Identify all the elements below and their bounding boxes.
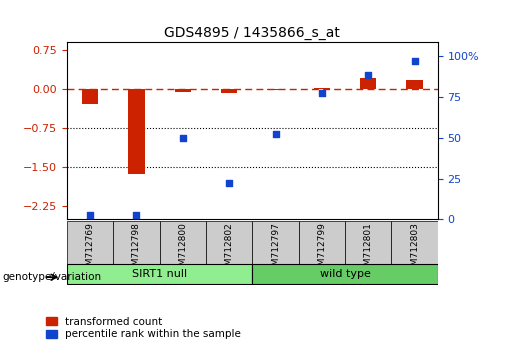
Text: genotype/variation: genotype/variation	[3, 272, 101, 282]
Bar	[175, 89, 191, 92]
Bar	[128, 89, 145, 174]
Bar	[406, 80, 423, 89]
Bar	[206, 221, 252, 264]
Bar	[113, 221, 160, 264]
Point	[410, 58, 419, 63]
Bar	[82, 89, 98, 104]
Bar	[391, 221, 438, 264]
Legend: transformed count, percentile rank within the sample: transformed count, percentile rank withi…	[46, 317, 241, 339]
Title: GDS4895 / 1435866_s_at: GDS4895 / 1435866_s_at	[164, 26, 340, 40]
Text: GSM712800: GSM712800	[178, 222, 187, 277]
Bar	[221, 89, 237, 93]
Bar	[252, 264, 438, 284]
Point	[364, 73, 372, 78]
Text: GSM712803: GSM712803	[410, 222, 419, 277]
Point	[86, 212, 94, 217]
Bar	[314, 88, 330, 89]
Bar	[67, 221, 113, 264]
Text: GSM712802: GSM712802	[225, 222, 234, 276]
Text: GSM712801: GSM712801	[364, 222, 373, 277]
Bar	[299, 221, 345, 264]
Bar	[267, 89, 284, 90]
Point	[318, 91, 326, 96]
Point	[271, 131, 280, 137]
Point	[179, 135, 187, 141]
Bar	[360, 78, 376, 89]
Text: GSM712769: GSM712769	[85, 222, 95, 277]
Text: GSM712797: GSM712797	[271, 222, 280, 277]
Point	[225, 181, 233, 186]
Bar	[160, 221, 206, 264]
Bar	[252, 221, 299, 264]
Bar	[67, 264, 252, 284]
Point	[132, 212, 141, 217]
Text: SIRT1 null: SIRT1 null	[132, 269, 187, 279]
Text: wild type: wild type	[320, 269, 370, 279]
Text: GSM712798: GSM712798	[132, 222, 141, 277]
Bar	[345, 221, 391, 264]
Text: GSM712799: GSM712799	[317, 222, 327, 277]
